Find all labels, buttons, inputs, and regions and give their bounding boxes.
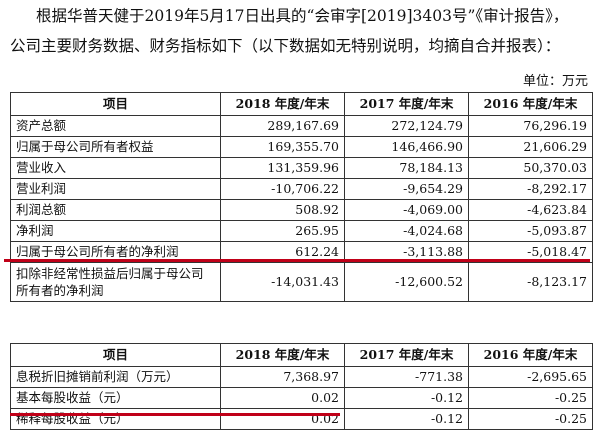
table-row-basic-eps: 基本每股收益（元） 0.02 -0.12 -0.25	[10, 387, 593, 409]
table-header-row: 项目 2018 年度/年末 2017 年度/年末 2016 年度/年末	[10, 343, 593, 367]
cell-2018: 169,355.70	[220, 136, 345, 158]
cell-2016: 76,296.19	[468, 115, 593, 137]
header-2017: 2017 年度/年末	[344, 92, 469, 116]
table-row: 稀释每股收益（元） 0.02 -0.12 -0.25	[10, 408, 593, 430]
cell-2017: 272,124.79	[344, 115, 469, 137]
financial-indicator-table: 项目 2018 年度/年末 2017 年度/年末 2016 年度/年末 息税折旧…	[10, 343, 593, 430]
row-label: 息税折旧摊销前利润（万元）	[10, 366, 221, 388]
cell-2018: 0.02	[220, 408, 345, 430]
cell-2018: 265.95	[220, 220, 345, 242]
row-label: 营业利润	[10, 178, 221, 200]
cell-2016: 50,370.03	[468, 157, 593, 179]
row-label: 扣除非经常性损益后归属于母公司所有者的净利润	[10, 262, 221, 302]
cell-2018: 508.92	[220, 199, 345, 221]
cell-2016: -4,623.84	[468, 199, 593, 221]
cell-2016: -2,695.65	[468, 366, 593, 388]
table-row: 息税折旧摊销前利润（万元） 7,368.97 -771.38 -2,695.65	[10, 366, 593, 388]
cell-2018: 289,167.69	[220, 115, 345, 137]
row-label: 利润总额	[10, 199, 221, 221]
cell-2016: -0.25	[468, 408, 593, 430]
header-2017: 2017 年度/年末	[344, 343, 469, 367]
table-row-net-profit: 净利润 265.95 -4,024.68 -5,093.87	[10, 220, 593, 242]
cell-2018: 131,359.96	[220, 157, 345, 179]
financial-data-table: 项目 2018 年度/年末 2017 年度/年末 2016 年度/年末 资产总额…	[10, 92, 593, 302]
row-label: 基本每股收益（元）	[10, 387, 221, 409]
header-item: 项目	[10, 92, 221, 116]
cell-2018: -14,031.43	[220, 262, 345, 302]
table-row: 归属于母公司所有者权益 169,355.70 146,466.90 21,606…	[10, 136, 593, 158]
row-label: 归属于母公司所有者的净利润	[10, 241, 221, 263]
row-label: 营业收入	[10, 157, 221, 179]
row-label: 稀释每股收益（元）	[10, 408, 221, 430]
cell-2017: -0.12	[344, 387, 469, 409]
table-row: 营业收入 131,359.96 78,184.13 50,370.03	[10, 157, 593, 179]
cell-2016: -8,123.17	[468, 262, 593, 302]
row-label: 资产总额	[10, 115, 221, 137]
header-2016: 2016 年度/年末	[468, 92, 593, 116]
header-2018: 2018 年度/年末	[220, 343, 345, 367]
cell-2016: 21,606.29	[468, 136, 593, 158]
cell-2016: -5,093.87	[468, 220, 593, 242]
header-2016: 2016 年度/年末	[468, 343, 593, 367]
cell-2017: -0.12	[344, 408, 469, 430]
table-header-row: 项目 2018 年度/年末 2017 年度/年末 2016 年度/年末	[10, 92, 593, 116]
row-label: 净利润	[10, 220, 221, 242]
cell-2018: 0.02	[220, 387, 345, 409]
table-row: 利润总额 508.92 -4,069.00 -4,623.84	[10, 199, 593, 221]
cell-2016: -8,292.17	[468, 178, 593, 200]
table-row: 资产总额 289,167.69 272,124.79 76,296.19	[10, 115, 593, 137]
cell-2017: -4,069.00	[344, 199, 469, 221]
unit-label: 单位：万元	[522, 74, 588, 89]
intro-line-2: 公司主要财务数据、财务指标如下（以下数据如无特别说明，均摘自合并报表）：	[10, 37, 561, 55]
cell-2017: -9,654.29	[344, 178, 469, 200]
header-2018: 2018 年度/年末	[220, 92, 345, 116]
table-row: 扣除非经常性损益后归属于母公司所有者的净利润 -14,031.43 -12,60…	[10, 262, 593, 302]
cell-2018: 7,368.97	[220, 366, 345, 388]
cell-2016: -0.25	[468, 387, 593, 409]
header-item: 项目	[10, 343, 221, 367]
cell-2017: 78,184.13	[344, 157, 469, 179]
cell-2018: -10,706.22	[220, 178, 345, 200]
cell-2017: -4,024.68	[344, 220, 469, 242]
row-label: 归属于母公司所有者权益	[10, 136, 221, 158]
cell-2017: -12,600.52	[344, 262, 469, 302]
table-row: 营业利润 -10,706.22 -9,654.29 -8,292.17	[10, 178, 593, 200]
intro-line-1: 根据华普天健于2019年5月17日出具的“会审字[2019]3403号”《审计报…	[36, 7, 569, 25]
cell-2017: 146,466.90	[344, 136, 469, 158]
highlight-underline-basic-eps	[10, 413, 340, 416]
highlight-underline-net-profit	[4, 259, 590, 262]
cell-2017: -771.38	[344, 366, 469, 388]
